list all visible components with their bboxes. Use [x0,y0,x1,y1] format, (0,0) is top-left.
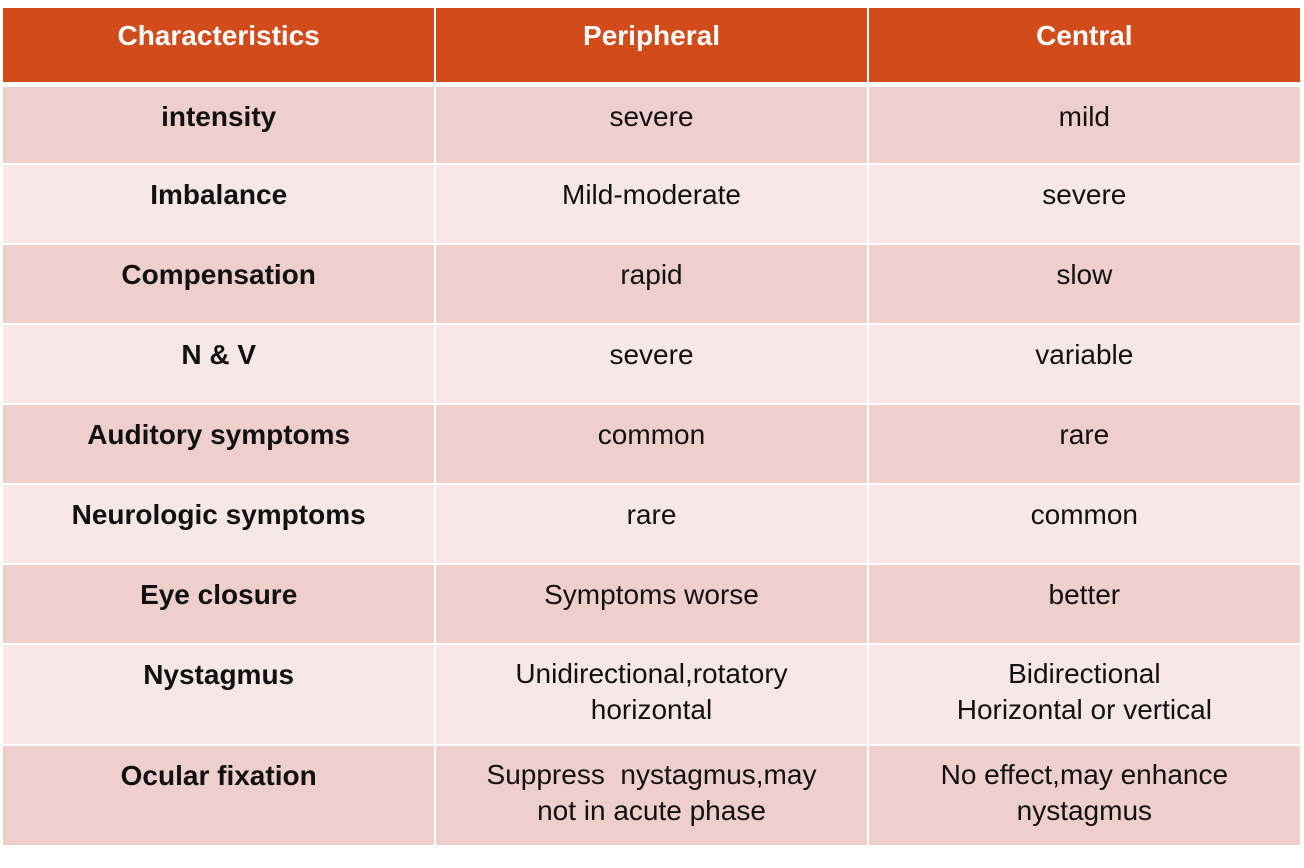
table-row: Nystagmus Unidirectional,rotatory horizont… [3,643,1300,746]
row-label: Compensation [3,243,437,325]
table-row: Neurologic symptoms rare common [3,483,1300,565]
table-cell: Mild-moderate [434,163,869,245]
table-cell: better [866,563,1300,645]
table-cell: mild [866,83,1300,165]
table-row: intensity severe mild [3,83,1300,165]
cell-line: Unidirectional,rotatory [515,658,788,689]
row-label: N & V [3,323,437,405]
table-body: intensity severe mild Imbalance Mild-moderat… [3,83,1300,847]
comparison-table: Characteristics Peripheral Central intensi… [3,8,1300,847]
row-label: Imbalance [3,163,437,245]
table-row: Imbalance Mild-moderate severe [3,163,1300,245]
table-row: Compensation rapid slow [3,243,1300,325]
cell-line: Suppress nystagmus,may [486,759,817,790]
table-row: Eye closure Symptoms worse better [3,563,1300,645]
table-cell: rare [434,483,869,565]
cell-line: Bidirectional [1008,658,1161,689]
table-cell: severe [434,323,869,405]
table-cell: No effect,may enhance nystagmus [866,744,1300,847]
table-row: Auditory symptoms common rare [3,403,1300,485]
cell-line: No effect,may enhance [940,759,1229,790]
table-cell: severe [434,83,869,165]
cell-line: not in acute phase [537,795,766,826]
table-cell: Unidirectional,rotatory horizontal [434,643,869,746]
table-cell: Suppress nystagmus,may not in acute phase [434,744,869,847]
row-label: Auditory symptoms [3,403,437,485]
header-row: Characteristics Peripheral Central [3,8,1300,87]
row-label: intensity [3,83,437,165]
cell-line: Horizontal or vertical [956,694,1212,725]
table-cell: slow [866,243,1300,325]
row-label: Ocular fixation [3,744,437,847]
row-label: Eye closure [3,563,437,645]
table-cell: common [434,403,869,485]
table-cell: Bidirectional Horizontal or vertical [866,643,1300,746]
header-cell: Central [866,8,1300,87]
header-cell: Characteristics [3,8,437,87]
header-cell: Peripheral [434,8,869,87]
table-cell: rapid [434,243,869,325]
row-label: Nystagmus [3,643,437,746]
table-cell: rare [866,403,1300,485]
table-cell: variable [866,323,1300,405]
table-row: Ocular fixation Suppress nystagmus,may not… [3,744,1300,847]
cell-line: nystagmus [1016,795,1153,826]
table-cell: Symptoms worse [434,563,869,645]
table-cell: severe [866,163,1300,245]
table-cell: common [866,483,1300,565]
cell-line: horizontal [590,694,713,725]
row-label: Neurologic symptoms [3,483,437,565]
